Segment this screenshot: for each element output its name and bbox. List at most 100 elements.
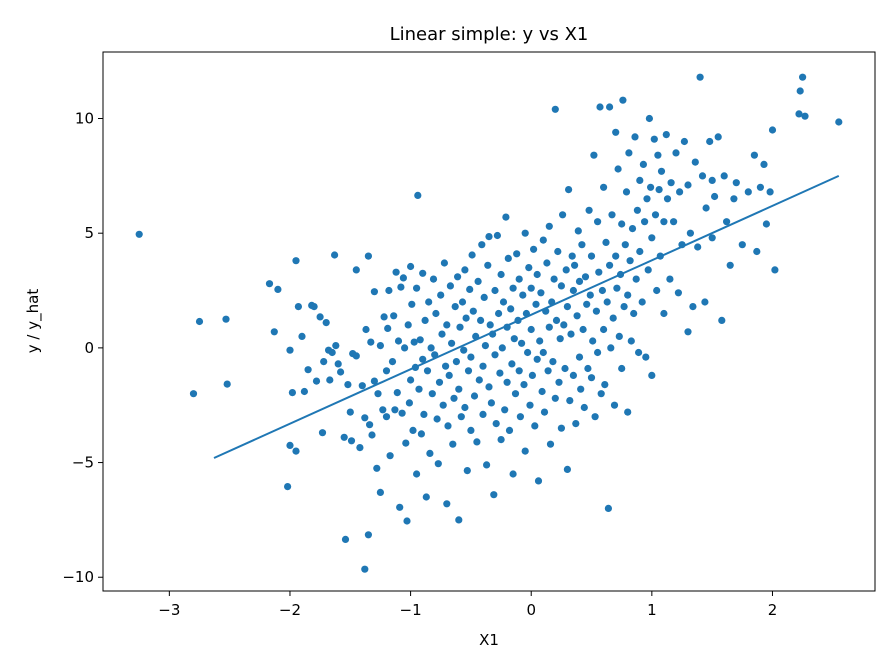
scatter-point-232 [566, 397, 574, 405]
scatter-point-327 [676, 188, 684, 196]
scatter-point-269 [604, 504, 613, 512]
scatter-point-337 [698, 172, 707, 180]
scatter-point-120 [452, 358, 460, 366]
scatter-point-67 [393, 389, 401, 397]
scatter-point-121 [454, 273, 462, 281]
scatter-point-80 [408, 300, 416, 308]
scatter-point-204 [538, 387, 546, 396]
scatter-point-42 [361, 565, 369, 573]
scatter-point-226 [560, 321, 568, 329]
scatter-point-193 [527, 325, 535, 334]
scatter-point-213 [546, 440, 555, 448]
scatter-point-46 [364, 252, 372, 260]
scatter-point-105 [435, 378, 444, 386]
scatter-point-272 [607, 344, 615, 352]
scatter-point-345 [718, 316, 726, 324]
scatter-point-72 [399, 274, 407, 282]
scatter-point-237 [571, 261, 579, 269]
scatter-point-168 [502, 213, 510, 221]
scatter-point-2 [195, 317, 204, 326]
scatter-point-77 [405, 399, 413, 407]
scatter-point-200 [533, 270, 541, 279]
scatter-point-140 [473, 438, 481, 446]
scatter-point-119 [451, 303, 459, 311]
scatter-point-336 [696, 73, 704, 81]
scatter-point-111 [443, 500, 451, 508]
scatter-point-50 [370, 377, 378, 385]
scatter-point-215 [549, 358, 557, 366]
scatter-point-19 [310, 303, 318, 311]
scatter-point-192 [526, 401, 534, 409]
scatter-point-276 [612, 252, 620, 260]
scatter-point-81 [409, 426, 417, 434]
scatter-point-60 [384, 324, 392, 332]
scatter-point-191 [525, 264, 533, 272]
scatter-point-320 [662, 131, 670, 139]
scatter-point-311 [650, 135, 658, 143]
scatter-point-220 [554, 247, 562, 256]
scatter-point-286 [621, 241, 629, 249]
scatter-point-34 [344, 381, 352, 389]
scatter-point-16 [300, 387, 308, 396]
scatter-point-86 [414, 191, 422, 199]
scatter-point-70 [397, 283, 405, 291]
scatter-point-183 [516, 413, 525, 421]
scatter-point-132 [464, 367, 473, 375]
scatter-point-149 [483, 461, 491, 469]
scatter-point-172 [505, 426, 514, 434]
scatter-point-53 [374, 390, 382, 398]
scatter-point-6 [270, 328, 278, 336]
scatter-point-10 [286, 441, 294, 449]
scatter-point-344 [714, 133, 722, 141]
scatter-point-8 [284, 483, 292, 491]
scatter-point-274 [609, 314, 617, 322]
scatter-point-137 [469, 307, 477, 315]
scatter-point-68 [394, 337, 403, 345]
scatter-point-295 [631, 133, 639, 141]
scatter-point-145 [479, 362, 487, 370]
scatter-point-356 [760, 160, 768, 168]
scatter-point-94 [422, 493, 430, 501]
y-tick-label: 5 [84, 224, 94, 242]
scatter-point-108 [439, 401, 447, 409]
scatter-point-118 [450, 394, 458, 402]
scatter-point-7 [274, 285, 282, 293]
scatter-point-225 [559, 211, 567, 219]
scatter-point-55 [376, 488, 384, 496]
x-tick-label: −1 [400, 601, 422, 619]
scatter-point-233 [567, 330, 575, 338]
scatter-point-326 [674, 289, 683, 297]
scatter-point-87 [415, 385, 423, 393]
scatter-point-325 [672, 149, 680, 157]
scatter-point-315 [655, 186, 663, 194]
scatter-point-288 [624, 291, 632, 299]
scatter-point-313 [653, 286, 661, 295]
scatter-point-231 [565, 186, 573, 194]
scatter-point-359 [768, 126, 777, 134]
scatter-point-0 [135, 230, 143, 238]
scatter-point-332 [686, 229, 695, 237]
scatter-point-240 [574, 227, 582, 235]
scatter-point-341 [708, 234, 716, 242]
scatter-point-58 [382, 367, 391, 375]
scatter-point-256 [591, 413, 599, 421]
scatter-point-117 [449, 440, 457, 448]
scatter-point-129 [461, 403, 469, 412]
scatter-point-12 [292, 257, 300, 265]
scatter-point-95 [423, 367, 432, 375]
scatter-point-340 [706, 137, 714, 146]
y-tick-label: −5 [72, 454, 94, 472]
scatter-point-266 [601, 381, 609, 389]
scatter-point-152 [485, 233, 493, 241]
scatter-point-307 [645, 114, 654, 123]
scatter-point-184 [518, 339, 526, 347]
scatter-point-338 [701, 298, 709, 306]
scatter-point-39 [352, 352, 360, 360]
scatter-point-148 [481, 342, 489, 350]
scatter-point-43 [361, 414, 369, 422]
scatter-point-324 [670, 218, 678, 226]
scatter-point-38 [352, 266, 360, 274]
scatter-point-289 [624, 408, 632, 416]
scatter-point-107 [438, 330, 446, 338]
scatter-point-298 [635, 348, 643, 357]
